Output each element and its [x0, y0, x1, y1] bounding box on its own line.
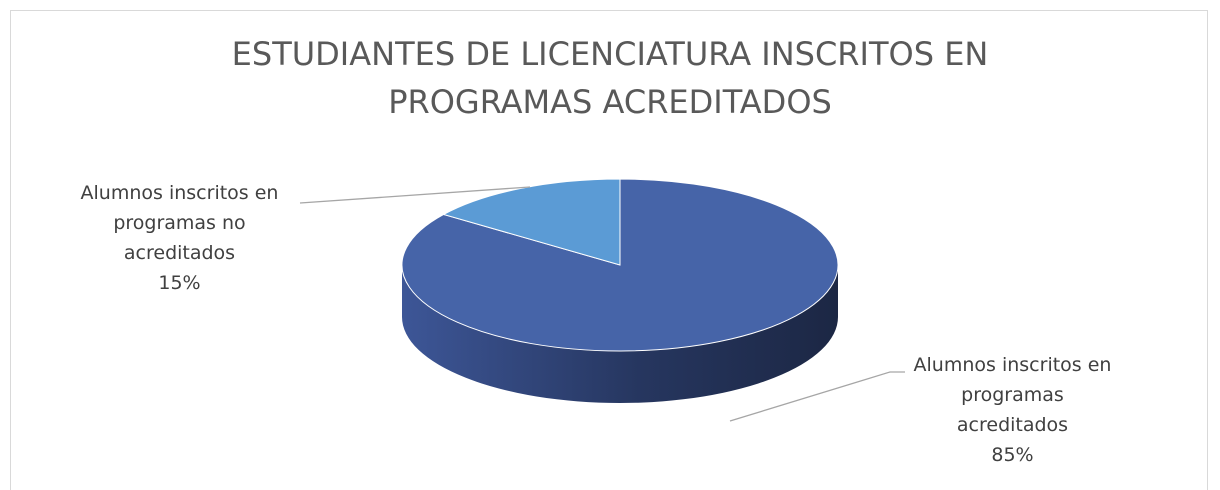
chart-title: ESTUDIANTES DE LICENCIATURA INSCRITOS EN…	[231, 35, 989, 121]
value-label: 85%	[991, 444, 1034, 466]
leader-line	[729, 371, 905, 422]
data-label: Alumnos inscritos en programas acreditad…	[905, 350, 1120, 470]
pie-side	[402, 265, 838, 403]
data-label: Alumnos inscritos en programas no acredi…	[62, 178, 297, 298]
value-label: 15%	[158, 272, 201, 294]
category-label: Alumnos inscritos en programas no acredi…	[80, 182, 279, 264]
category-label: Alumnos inscritos en programas acreditad…	[913, 354, 1112, 436]
chart-frame	[10, 10, 1208, 490]
leader-line	[299, 186, 531, 204]
pie-slice	[442, 178, 621, 266]
